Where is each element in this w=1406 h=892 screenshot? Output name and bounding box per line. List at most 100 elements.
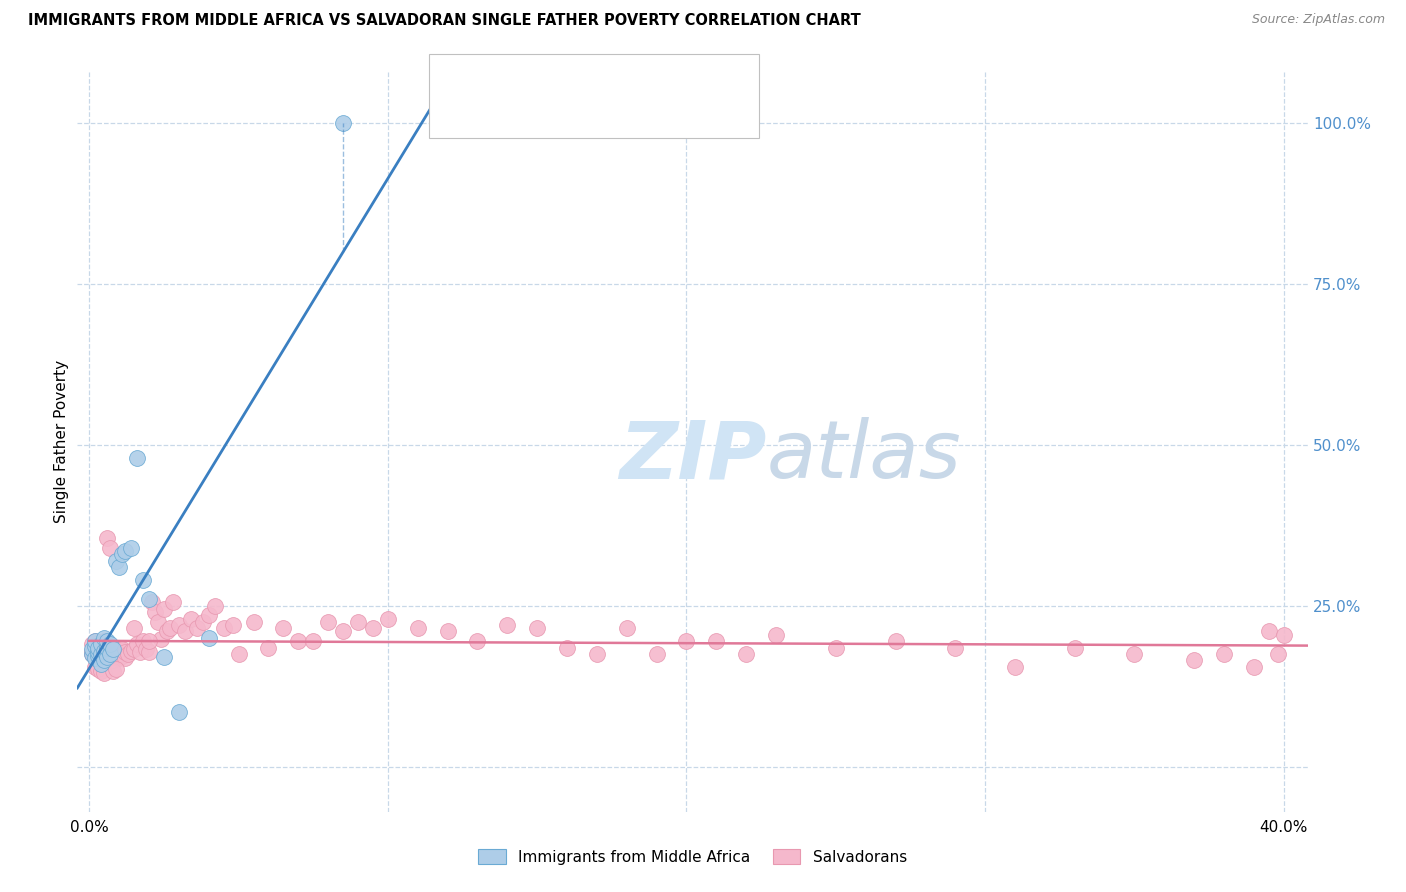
Point bbox=[84, 640, 107, 655]
Point bbox=[125, 450, 148, 465]
Point bbox=[159, 621, 181, 635]
Point bbox=[101, 665, 124, 679]
Point bbox=[156, 624, 179, 639]
Point bbox=[108, 640, 131, 655]
Point bbox=[98, 645, 121, 659]
Point bbox=[111, 547, 134, 561]
Point bbox=[114, 651, 136, 665]
Point bbox=[101, 641, 124, 656]
Point bbox=[122, 621, 145, 635]
Point bbox=[96, 531, 118, 545]
Point bbox=[98, 541, 121, 555]
Text: R =: R = bbox=[499, 106, 536, 124]
Legend: Immigrants from Middle Africa, Salvadorans: Immigrants from Middle Africa, Salvadora… bbox=[472, 843, 912, 871]
Point bbox=[257, 640, 280, 655]
Point bbox=[361, 621, 384, 635]
Point bbox=[146, 615, 169, 629]
Point bbox=[108, 647, 131, 661]
Point bbox=[98, 637, 121, 651]
Point bbox=[101, 640, 124, 655]
Point bbox=[96, 651, 118, 665]
Point bbox=[645, 647, 668, 661]
Point bbox=[204, 599, 226, 613]
Point bbox=[765, 628, 787, 642]
Point bbox=[87, 645, 110, 659]
Point bbox=[120, 644, 142, 658]
Point bbox=[82, 642, 104, 657]
Point bbox=[93, 653, 115, 667]
Point bbox=[616, 621, 638, 635]
Point bbox=[377, 611, 399, 625]
Point bbox=[212, 621, 235, 635]
Point bbox=[347, 615, 370, 629]
Point bbox=[82, 644, 104, 658]
Point bbox=[111, 648, 134, 663]
Point bbox=[273, 621, 295, 635]
Point bbox=[96, 647, 118, 661]
Point bbox=[90, 645, 112, 659]
Point bbox=[1004, 660, 1026, 674]
Point bbox=[191, 615, 214, 629]
Point bbox=[186, 621, 208, 635]
Point bbox=[96, 642, 118, 657]
Point bbox=[138, 592, 160, 607]
Point bbox=[114, 645, 136, 659]
Point bbox=[87, 662, 110, 676]
Point bbox=[132, 573, 155, 587]
Point bbox=[93, 648, 115, 663]
Point bbox=[105, 650, 128, 665]
Point bbox=[101, 647, 124, 661]
Point bbox=[167, 618, 190, 632]
Point bbox=[436, 624, 458, 639]
Point bbox=[149, 632, 172, 647]
Point bbox=[84, 639, 107, 653]
Point bbox=[82, 647, 104, 661]
Point bbox=[93, 644, 115, 658]
Point bbox=[153, 650, 176, 665]
Point bbox=[221, 618, 243, 632]
Point bbox=[93, 634, 115, 648]
Point bbox=[90, 657, 112, 671]
Point bbox=[87, 648, 110, 663]
Point bbox=[93, 653, 115, 667]
Point bbox=[704, 634, 727, 648]
Point bbox=[114, 544, 136, 558]
Point bbox=[302, 634, 325, 648]
Point bbox=[332, 116, 354, 130]
Point bbox=[98, 639, 121, 653]
Y-axis label: Single Father Poverty: Single Father Poverty bbox=[53, 360, 69, 523]
Point bbox=[526, 621, 548, 635]
Point bbox=[84, 645, 107, 659]
Text: 0.687: 0.687 bbox=[538, 68, 591, 86]
Point bbox=[84, 634, 107, 648]
Text: 32: 32 bbox=[648, 68, 672, 86]
Point bbox=[138, 634, 160, 648]
Point bbox=[167, 705, 190, 719]
Point bbox=[84, 651, 107, 665]
Point bbox=[467, 634, 489, 648]
Point bbox=[82, 637, 104, 651]
Point bbox=[180, 611, 202, 625]
Point bbox=[141, 595, 163, 609]
Point bbox=[87, 651, 110, 665]
Point bbox=[87, 642, 110, 657]
Point bbox=[101, 653, 124, 667]
Point bbox=[105, 644, 128, 658]
Point bbox=[332, 624, 354, 639]
Point bbox=[242, 615, 264, 629]
Point bbox=[228, 647, 250, 661]
Point bbox=[316, 615, 339, 629]
Point bbox=[93, 631, 115, 645]
Point bbox=[96, 634, 118, 648]
Point bbox=[105, 662, 128, 676]
Point bbox=[87, 636, 110, 650]
Text: N =: N = bbox=[606, 106, 643, 124]
Point bbox=[98, 650, 121, 665]
Point bbox=[884, 634, 907, 648]
Point bbox=[1267, 647, 1289, 661]
Point bbox=[90, 639, 112, 653]
Point bbox=[1213, 647, 1236, 661]
Text: R =: R = bbox=[499, 68, 536, 86]
Point bbox=[197, 608, 219, 623]
Text: -0.170: -0.170 bbox=[538, 106, 598, 124]
